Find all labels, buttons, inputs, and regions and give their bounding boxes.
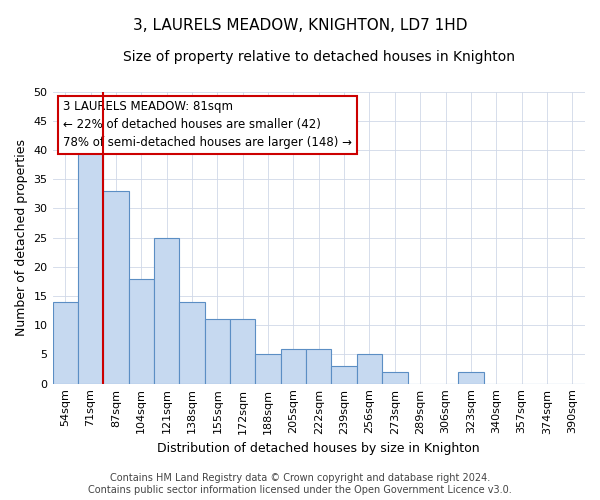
Bar (357, 354, 382, 384)
Bar (306, 348, 331, 384)
Bar (103, 191, 128, 384)
Bar (179, 302, 205, 384)
Bar (154, 238, 179, 384)
Bar (53, 302, 78, 384)
Text: Contains HM Land Registry data © Crown copyright and database right 2024.
Contai: Contains HM Land Registry data © Crown c… (88, 474, 512, 495)
Bar (205, 320, 230, 384)
Bar (128, 278, 154, 384)
Text: 3 LAURELS MEADOW: 81sqm
← 22% of detached houses are smaller (42)
78% of semi-de: 3 LAURELS MEADOW: 81sqm ← 22% of detache… (63, 100, 352, 150)
Title: Size of property relative to detached houses in Knighton: Size of property relative to detached ho… (123, 50, 515, 64)
X-axis label: Distribution of detached houses by size in Knighton: Distribution of detached houses by size … (157, 442, 480, 455)
Y-axis label: Number of detached properties: Number of detached properties (15, 139, 28, 336)
Bar (230, 320, 256, 384)
Text: 3, LAURELS MEADOW, KNIGHTON, LD7 1HD: 3, LAURELS MEADOW, KNIGHTON, LD7 1HD (133, 18, 467, 32)
Bar (256, 354, 281, 384)
Bar (281, 348, 306, 384)
Bar (458, 372, 484, 384)
Bar (382, 372, 407, 384)
Bar (78, 150, 103, 384)
Bar (331, 366, 357, 384)
